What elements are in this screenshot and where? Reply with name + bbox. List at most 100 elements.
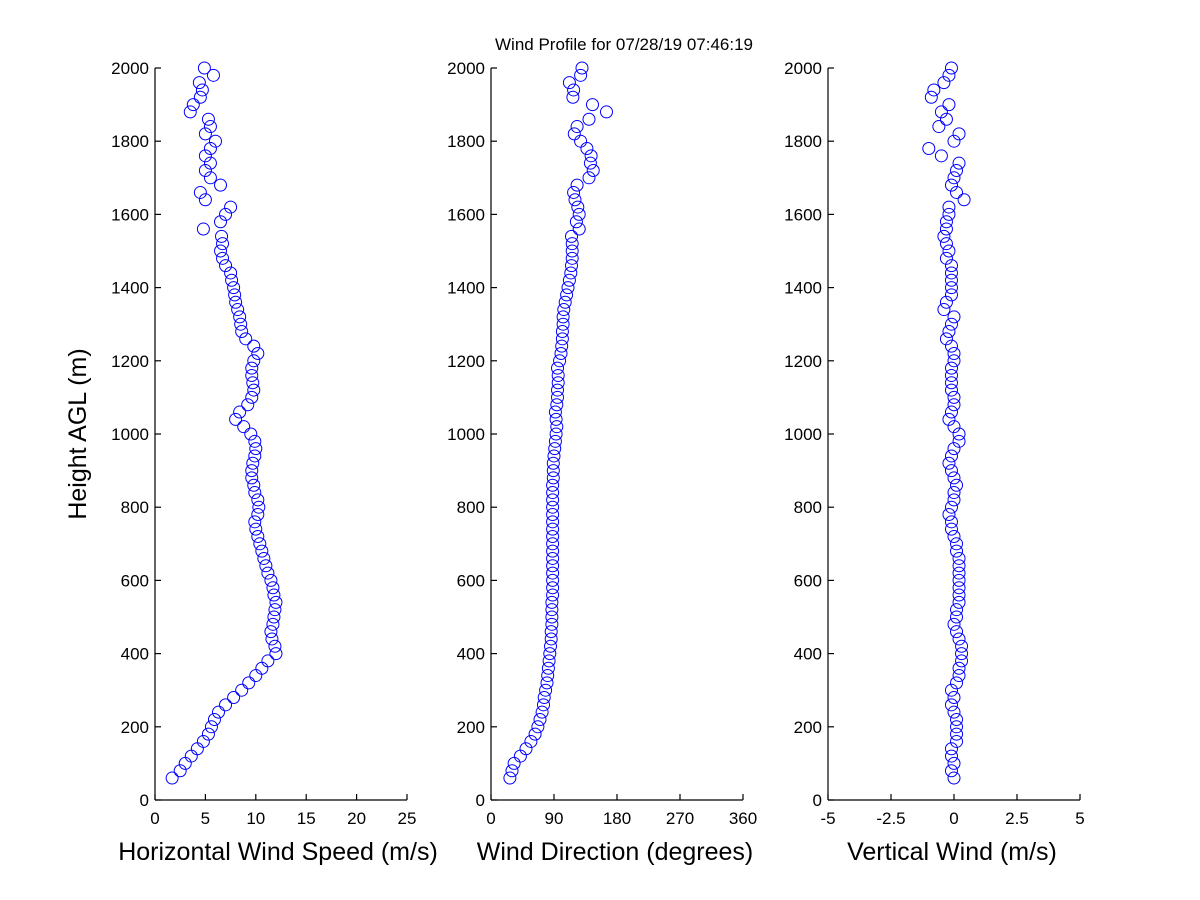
data-point [947,134,961,148]
y-tick-label: 1200 [447,352,485,371]
data-point [939,215,953,229]
data-point [265,632,279,646]
data-point [952,559,966,573]
data-point [546,522,560,536]
data-point [268,603,282,617]
data-point [950,734,964,748]
y-tick-label: 800 [794,498,822,517]
y-tick-label: 1000 [447,425,485,444]
y-tick-label: 1400 [784,279,822,298]
data-point [528,727,542,741]
data-point [267,610,281,624]
data-point [546,544,560,558]
y-tick-label: 600 [457,571,485,590]
data-point [248,515,262,529]
data-point [942,325,956,339]
y-tick-label: 0 [476,791,485,810]
x-tick-label: -5 [820,809,835,828]
data-point [219,259,233,273]
data-point [245,464,259,478]
data-point [546,515,560,529]
data-point [952,588,966,602]
data-point [531,720,545,734]
data-point [942,200,956,214]
data-point [944,500,958,514]
data-point [944,742,958,756]
data-point [235,325,249,339]
data-point [950,625,964,639]
data-point [947,390,961,404]
data-point [196,222,210,236]
panel-3: 0 200 400 600 800 1000 1200 1400 1600 1800 2000 -5 -… [784,59,1085,866]
data-point [570,120,584,134]
data-point [551,376,565,390]
data-point [214,244,228,258]
data-point [561,281,575,295]
data-point [944,273,958,287]
data-point [507,756,521,770]
y-tick-label: 200 [121,718,149,737]
data-point [247,354,261,368]
data-point [944,259,958,273]
y-tick-label: 600 [121,571,149,590]
data-point [546,581,560,595]
x-tick-label: 25 [398,809,417,828]
y-tick-label: 800 [457,498,485,517]
data-point [952,581,966,595]
data-point [206,68,220,82]
data-point [216,237,230,251]
data-point [944,449,958,463]
data-point [198,163,212,177]
y-tick-label: 1000 [784,425,822,444]
data-point [557,303,571,317]
data-point [947,171,961,185]
data-point [942,244,956,258]
data-point [186,98,200,112]
x-tick-label: 5 [201,809,210,828]
data-point [575,61,589,75]
panel-2: 0 200 400 600 800 1000 1200 1400 1600 1800 2000 0 90… [447,59,757,866]
data-point [267,588,281,602]
data-point [224,200,238,214]
x-axis-label: Horizontal Wind Speed (m/s) [118,838,438,866]
data-point [944,317,958,331]
data-point [203,171,217,185]
data-point [253,537,267,551]
data-point [565,237,579,251]
data-point [204,720,218,734]
data-point [584,149,598,163]
data-point [551,390,564,404]
data-point [947,493,961,507]
data-point [503,771,517,785]
y-tick-label: 2000 [447,59,485,78]
data-point [203,142,217,156]
data-point [942,508,956,522]
data-point [247,383,261,397]
data-point [574,68,588,82]
y-tick-label: 1200 [784,352,822,371]
data-point [237,420,251,434]
data-point [551,368,565,382]
y-tick-label: 1000 [111,425,149,444]
data-point [195,83,209,97]
data-point [947,617,961,631]
data-point [197,61,211,75]
data-point [198,127,212,141]
data-point [228,288,242,302]
data-point [548,434,562,448]
data-point [198,149,212,163]
x-tick-label: 20 [347,809,366,828]
data-point [560,288,574,302]
data-point [942,98,956,112]
data-point [952,632,966,646]
data-point [546,588,560,602]
data-point [214,215,228,229]
data-point [264,625,278,639]
data-point [268,639,282,653]
data-point [950,610,964,624]
data-point [939,332,953,346]
data-point [957,193,971,207]
data-point [567,127,581,141]
data-point [950,478,964,492]
data-point [562,273,576,287]
